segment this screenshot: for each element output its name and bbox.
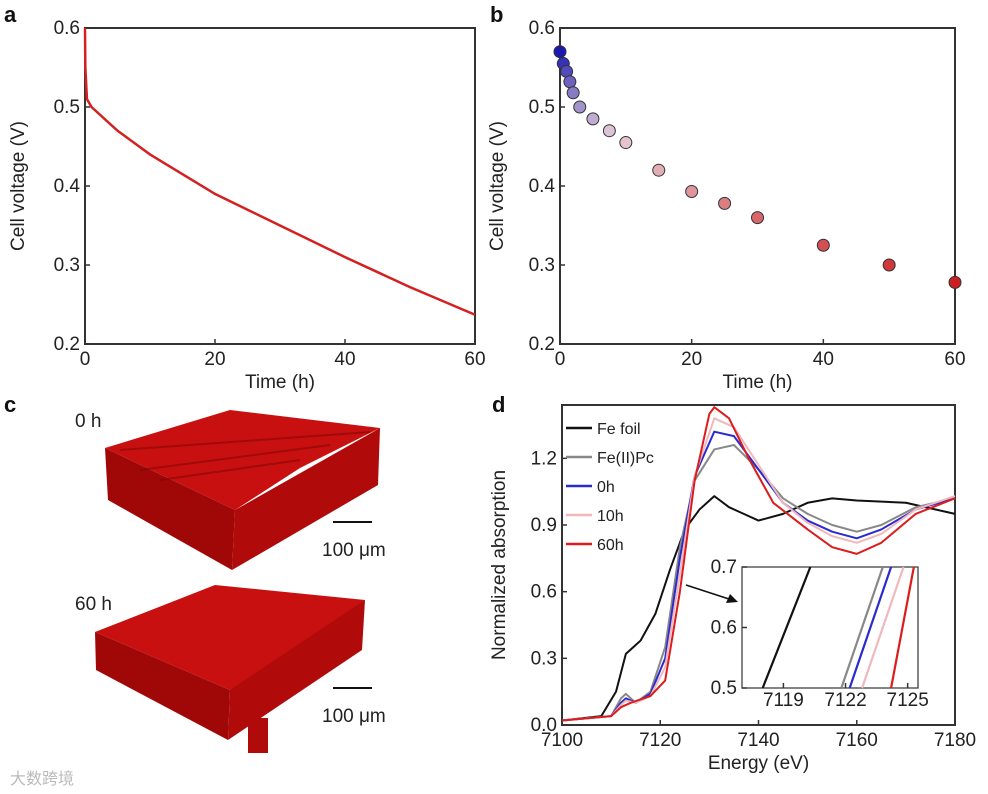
label-60h: 60 h (75, 594, 112, 615)
x-tick-label: 7160 (836, 730, 878, 751)
y-tick-label: 0.7 (711, 557, 737, 578)
chart-b: 0 20 40 60 0.2 0.3 0.4 0.5 0.6 Time (h) Cell volta… (487, 18, 966, 393)
legend-label: 0h (597, 479, 615, 496)
y-axis-label: Cell voltage (V) (8, 121, 29, 251)
x-tick-label: 20 (681, 349, 702, 370)
data-point (566, 86, 580, 100)
axes-frame (559, 27, 956, 345)
y-tick-label: 0.9 (531, 515, 557, 536)
x-tick-label: 0 (555, 349, 566, 370)
x-tick-label: 7122 (824, 690, 866, 711)
series-line-60h (561, 406, 956, 722)
panel-label-b: b (490, 2, 503, 27)
data-point (586, 112, 600, 126)
label-0h: 0 h (75, 411, 101, 432)
scale-label-top: 100 μm (322, 540, 386, 561)
y-tick-label: 0.2 (529, 334, 555, 355)
y-tick-label: 0.3 (529, 255, 555, 276)
voltage-line (83, 27, 476, 316)
x-tick-label: 7125 (887, 690, 929, 711)
series-line-fe-ii-pc (561, 444, 956, 722)
y-tick-label: 0.0 (531, 715, 557, 736)
data-point (685, 185, 699, 199)
inset-chart: 7119 7122 7125 0.5 0.6 0.7 (711, 557, 929, 711)
x-tick-label: 60 (464, 349, 485, 370)
data-point (882, 258, 896, 272)
data-point (751, 211, 764, 225)
inset-line (840, 566, 884, 689)
data-point (619, 136, 633, 150)
x-tick-label: 7180 (934, 730, 976, 751)
series-line-fe-foil (561, 495, 956, 722)
y-tick-label: 0.5 (529, 97, 555, 118)
inset-line (848, 566, 893, 689)
inset-line (761, 566, 812, 689)
legend-label: Fe(II)Pc (597, 450, 654, 467)
axes-frame (84, 27, 476, 345)
panel-label-a: a (4, 2, 17, 27)
x-axis-label: Time (h) (722, 372, 792, 393)
data-point (553, 45, 567, 59)
y-tick-label: 0.6 (54, 18, 80, 39)
inset-line (890, 566, 915, 689)
data-point (563, 75, 577, 89)
x-axis-label: Time (h) (245, 372, 315, 393)
y-tick-label: 0.5 (711, 678, 737, 699)
x-tick-label: 7120 (639, 730, 681, 751)
inset-arrow (685, 584, 733, 601)
legend-label: Fe foil (597, 421, 641, 438)
x-tick-label: 7100 (541, 730, 583, 751)
data-point (573, 100, 587, 114)
x-tick-label: 40 (334, 349, 355, 370)
y-axis-label: Cell voltage (V) (487, 121, 508, 251)
data-point (948, 275, 962, 289)
y-tick-label: 0.4 (529, 176, 556, 197)
chart-a: 0 20 40 60 0.2 0.3 0.4 0.5 0.6 Time (h) Cell volta… (8, 18, 486, 393)
chart-d: 7100 7120 7140 7160 7180 0.0 0.3 0.6 0.9 1.2 Energ… (489, 404, 976, 774)
data-point (652, 163, 666, 177)
y-tick-label: 1.2 (531, 448, 557, 469)
series-line-0h (561, 430, 956, 722)
data-point (602, 124, 616, 138)
legend-label: 60h (597, 537, 624, 554)
y-tick-label: 0.4 (54, 176, 81, 197)
x-tick-label: 40 (813, 349, 834, 370)
y-tick-label: 0.6 (531, 582, 557, 603)
legend-label: 10h (597, 508, 624, 525)
data-point (816, 238, 830, 252)
x-axis-label: Energy (eV) (708, 753, 809, 774)
inset-bg (742, 567, 918, 688)
watermark: 大数跨境 (10, 769, 74, 788)
electrode-3d-60h (95, 585, 365, 753)
y-tick-label: 0.6 (529, 18, 555, 39)
y-tick-label: 0.3 (54, 255, 80, 276)
series-line-10h (561, 417, 956, 722)
panel-label-d: d (492, 392, 505, 417)
y-axis-label: Normalized absorption (489, 470, 510, 660)
inset-line (861, 566, 905, 689)
arrow-head-icon (726, 594, 738, 603)
data-point (718, 196, 732, 210)
x-tick-label: 20 (204, 349, 225, 370)
x-tick-label: 7140 (737, 730, 779, 751)
y-tick-label: 0.5 (54, 97, 80, 118)
x-tick-label: 0 (80, 349, 91, 370)
scale-label-bottom: 100 μm (322, 706, 386, 727)
electrode-3d-0h (105, 410, 380, 570)
panel-label-c: c (4, 392, 16, 417)
y-tick-label: 0.6 (711, 618, 737, 639)
x-tick-label: 60 (944, 349, 965, 370)
x-tick-label: 7119 (763, 690, 804, 711)
y-tick-label: 0.2 (54, 334, 80, 355)
panel-c-renderings: 0 h 60 h 100 μm 100 μm (75, 410, 386, 753)
y-tick-label: 0.3 (531, 648, 557, 669)
